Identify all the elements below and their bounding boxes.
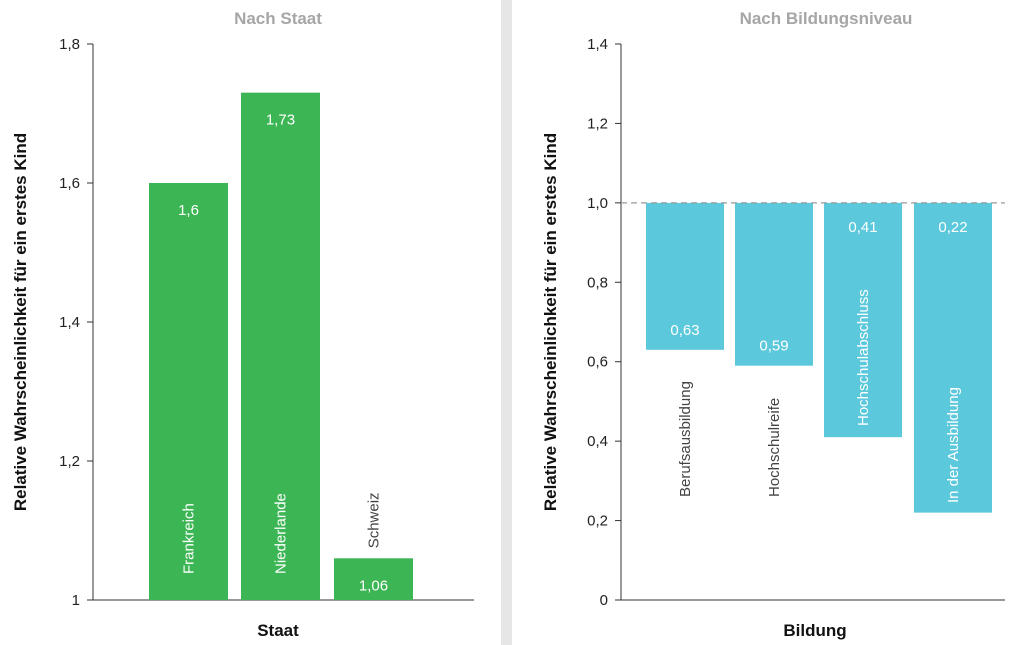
chart1-data-label: 1,73 (266, 112, 295, 129)
chart1-y-tick-label: 1,6 (59, 175, 80, 192)
chart2-title: Nach Bildungsniveau (740, 9, 913, 28)
chart1-category-label: Niederlande (273, 493, 290, 574)
chart2-bar (646, 202, 724, 350)
chart1-y-tick-label: 1 (72, 592, 80, 609)
chart1-y-tick-label: 1,4 (59, 314, 80, 331)
chart1-bar (149, 183, 228, 600)
chart2-bar (824, 202, 902, 438)
chart2-y-tick-label: 1,0 (587, 195, 608, 212)
chart2-data-label: 0,63 (670, 322, 699, 339)
chart2-data-label: 0,22 (938, 219, 967, 236)
chart2-category-label: In der Ausbildung (945, 387, 962, 503)
chart2-x-axis-label: Bildung (783, 621, 846, 640)
chart2-y-axis-label: Relative Wahrscheinlichkeit für ein erst… (541, 133, 560, 511)
chart1-x-axis-label: Staat (257, 621, 299, 640)
chart1-bar (241, 92, 320, 601)
chart1-category-label: Schweiz (366, 492, 383, 548)
chart1-bar (334, 558, 413, 600)
chart2-y-tick-label: 1,4 (587, 36, 608, 53)
chart2-category-label: Berufsausbildung (677, 381, 694, 497)
chart2-y-tick-label: 0,4 (587, 433, 608, 450)
chart2-bar (735, 202, 813, 366)
chart2-y-tick-label: 0,6 (587, 354, 608, 371)
chart2-bar (914, 202, 992, 513)
chart1-data-label: 1,6 (178, 202, 199, 219)
chart2-category-label: Hochschulreife (766, 398, 783, 497)
chart1-title: Nach Staat (234, 9, 322, 28)
chart2-data-label: 0,41 (848, 219, 877, 236)
chart2-y-tick-label: 0,2 (587, 513, 608, 530)
chart1-data-label: 1,06 (359, 577, 388, 594)
chart2-y-tick-label: 1,2 (587, 115, 608, 132)
panel-divider (501, 0, 512, 645)
chart1-category-label: Frankreich (181, 503, 198, 574)
chart1-y-tick-label: 1,2 (59, 453, 80, 470)
chart1-y-tick-label: 1,8 (59, 36, 80, 53)
chart2-y-tick-label: 0,8 (587, 274, 608, 291)
chart1-y-axis-label: Relative Wahrscheinlichkeit für ein erst… (11, 133, 30, 511)
chart2-category-label: Hochschulabschluss (855, 289, 872, 426)
chart2-data-label: 0,59 (759, 338, 788, 355)
chart2-y-tick-label: 0 (600, 592, 608, 609)
